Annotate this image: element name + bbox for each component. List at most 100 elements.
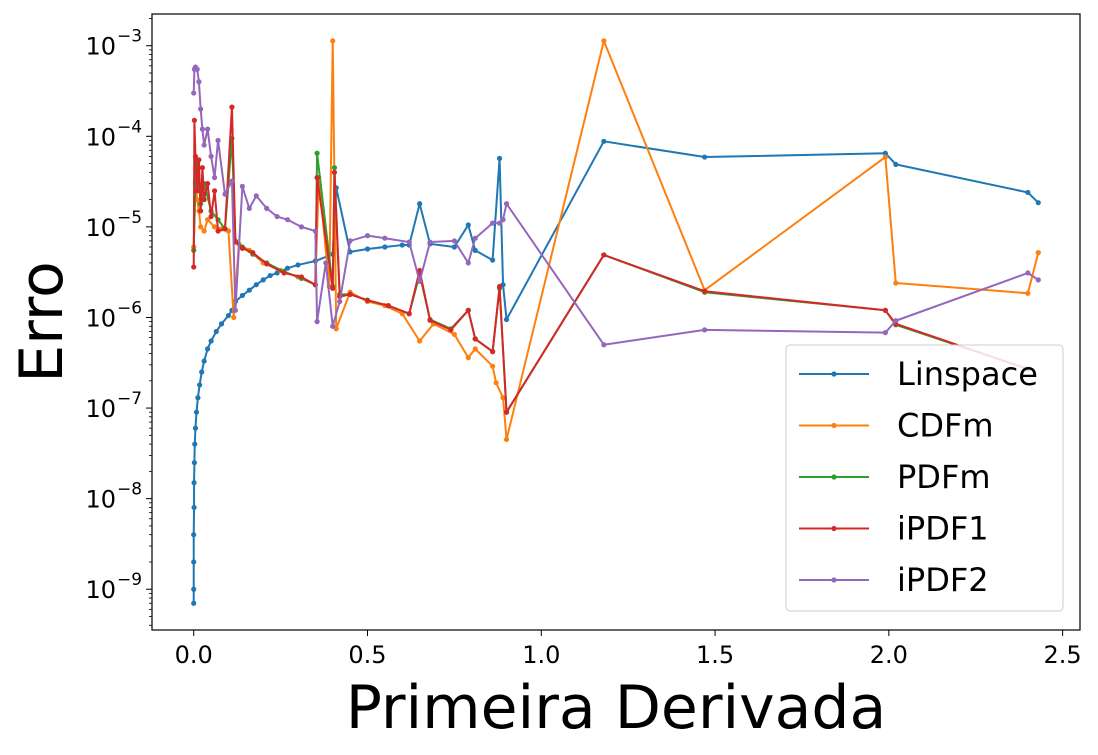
data-point (330, 38, 336, 44)
data-point (417, 267, 423, 274)
data-point (195, 395, 201, 401)
x-axis-title: Primeira Derivada (346, 673, 887, 743)
data-point (1025, 290, 1031, 296)
data-point (427, 317, 433, 323)
legend-marker (831, 422, 837, 429)
data-point (222, 226, 228, 232)
data-point (284, 265, 291, 271)
data-point (253, 193, 259, 199)
data-point (191, 600, 197, 606)
legend: Linspace CDFm PDFm iPDF1 iPDF2 (785, 344, 1064, 612)
data-point (493, 380, 499, 386)
data-point (229, 104, 235, 110)
data-point (298, 274, 305, 280)
data-point (196, 79, 202, 85)
data-point (191, 532, 197, 538)
data-point (239, 245, 245, 251)
data-point (229, 178, 235, 184)
data-point (406, 239, 412, 245)
data-point (500, 217, 506, 223)
y-tick-exponent: −8 (117, 480, 142, 500)
data-point (205, 217, 211, 223)
data-point (246, 205, 252, 211)
data-point (253, 282, 259, 288)
data-point (490, 349, 496, 355)
y-tick-exponent: −5 (117, 208, 142, 228)
y-tick-label: 10 (85, 33, 116, 61)
data-point (191, 460, 197, 466)
data-point (199, 126, 205, 132)
data-point (198, 224, 204, 230)
data-point (211, 175, 218, 181)
data-point (465, 355, 471, 361)
legend-box (785, 344, 1064, 612)
data-point (211, 188, 218, 194)
data-point (893, 318, 899, 324)
legend-entry-cdfm: CDFm (799, 407, 994, 445)
data-point (191, 559, 197, 565)
data-point (192, 441, 198, 447)
data-point (246, 287, 252, 293)
data-point (385, 303, 391, 309)
data-point (490, 257, 496, 263)
data-point (406, 311, 412, 317)
data-point (364, 297, 371, 303)
data-point (330, 285, 336, 291)
data-point (198, 208, 204, 214)
data-point (337, 298, 343, 305)
data-point (239, 183, 245, 189)
data-point (250, 250, 256, 256)
y-tick-label: 10 (85, 486, 116, 514)
data-point (193, 409, 200, 415)
data-point (295, 262, 301, 268)
legend-entry-ipdf2: iPDF2 (799, 561, 989, 599)
legend-marker (831, 371, 837, 377)
data-point (364, 233, 371, 239)
data-point (211, 224, 218, 230)
data-point (601, 342, 607, 348)
data-point (882, 154, 888, 160)
legend-marker (831, 577, 837, 583)
data-point (702, 327, 708, 333)
data-point (496, 155, 503, 162)
data-point (208, 153, 214, 159)
data-point (281, 270, 287, 276)
data-point (490, 220, 496, 226)
data-point (191, 480, 197, 486)
data-point (191, 90, 197, 96)
data-point (601, 252, 607, 258)
data-point (232, 307, 239, 313)
legend-label: CDFm (897, 407, 994, 445)
legend-label: PDFm (897, 458, 991, 496)
data-point (503, 409, 510, 415)
data-point (218, 321, 225, 327)
data-point (231, 314, 237, 321)
data-point (205, 126, 211, 132)
data-point (472, 247, 478, 253)
x-tick-label: 1.0 (522, 641, 560, 669)
y-tick-label: 10 (85, 395, 116, 423)
data-point (194, 188, 200, 194)
y-tick-label: 10 (85, 576, 116, 604)
data-point (1035, 200, 1041, 206)
data-point (201, 142, 207, 148)
data-point (215, 228, 221, 234)
data-point (314, 150, 320, 156)
data-point (347, 238, 353, 244)
y-tick-label: 10 (85, 304, 116, 332)
data-point (213, 328, 219, 335)
legend-label: iPDF2 (897, 561, 989, 599)
data-point (201, 358, 207, 364)
data-point (500, 395, 506, 401)
data-point (496, 283, 503, 290)
data-point (399, 242, 405, 248)
x-tick-label: 0.5 (348, 641, 386, 669)
data-point (264, 205, 270, 211)
data-point (314, 175, 320, 181)
data-point (702, 288, 708, 294)
data-point (465, 307, 471, 313)
data-point (451, 238, 457, 244)
data-point (239, 292, 245, 299)
